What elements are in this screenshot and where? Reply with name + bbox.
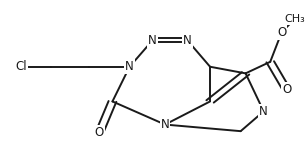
Text: O: O: [282, 83, 291, 96]
Text: N: N: [125, 60, 134, 73]
Text: Cl: Cl: [15, 60, 27, 73]
Text: N: N: [161, 118, 169, 131]
Text: N: N: [148, 34, 157, 47]
Text: O: O: [95, 126, 104, 139]
Text: CH₃: CH₃: [285, 14, 305, 24]
Text: N: N: [259, 105, 268, 118]
Text: N: N: [183, 34, 192, 47]
Text: O: O: [277, 26, 286, 39]
